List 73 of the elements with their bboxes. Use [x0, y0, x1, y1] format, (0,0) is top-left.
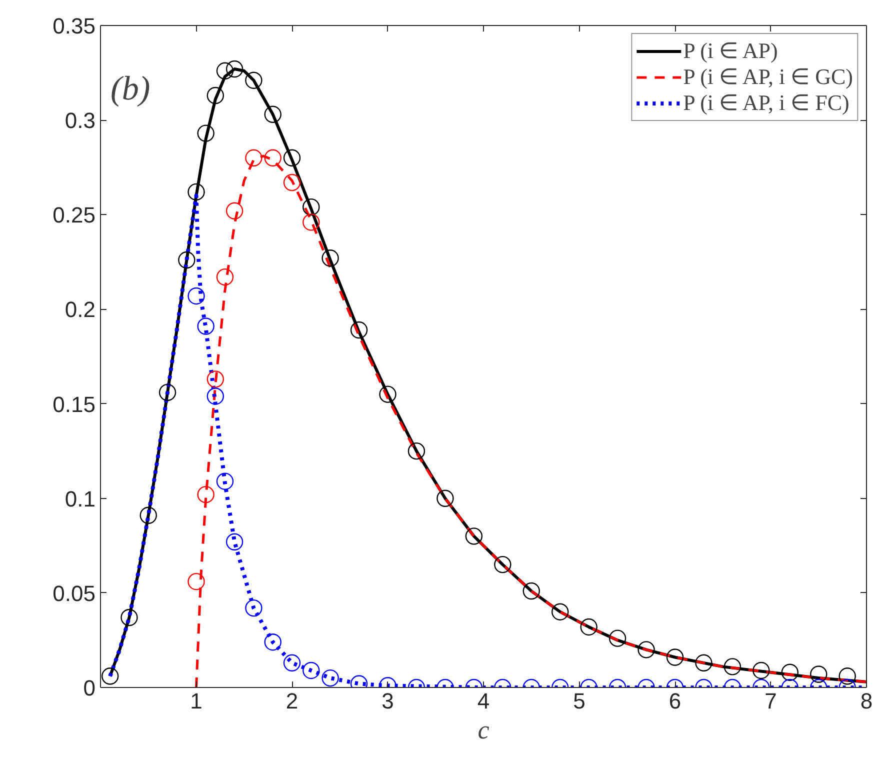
- legend-label: P (i ∈ AP, i ∈ GC): [683, 64, 853, 90]
- point: [264, 149, 282, 166]
- point: [283, 654, 301, 672]
- point: [810, 666, 828, 683]
- y-tick-label: 0.3: [64, 108, 96, 134]
- point: [552, 603, 569, 620]
- legend-label: P (i ∈ AP): [683, 38, 778, 64]
- point: [216, 62, 234, 80]
- y-tick-label: 0: [83, 676, 96, 700]
- point: [522, 582, 540, 600]
- point: [781, 664, 798, 681]
- point: [666, 648, 684, 666]
- point: [216, 268, 234, 286]
- point: [197, 318, 214, 335]
- point: [226, 202, 244, 220]
- annotation: (b): [110, 70, 150, 108]
- point: [120, 608, 138, 626]
- y-tick-label: 0.2: [64, 297, 96, 322]
- x-tick-label: 4: [477, 688, 490, 714]
- point: [638, 641, 655, 658]
- point: [188, 572, 205, 590]
- point: [283, 174, 301, 192]
- point: [188, 287, 205, 305]
- x-axis-title: c: [478, 716, 490, 744]
- point: [188, 183, 205, 201]
- y-tick-label: 0.1: [64, 486, 96, 512]
- legend-label: P (i ∈ AP, i ∈ FC): [683, 90, 850, 116]
- point: [302, 214, 320, 231]
- x-tick-label: 6: [668, 688, 682, 714]
- point: [322, 669, 339, 687]
- point: [245, 72, 262, 89]
- y-tick-label: 0.05: [52, 580, 96, 606]
- point: [302, 198, 320, 216]
- point: [302, 662, 320, 680]
- point: [580, 618, 598, 636]
- point: [322, 250, 339, 267]
- point: [226, 60, 244, 78]
- point: [752, 662, 770, 680]
- x-tick-label: 7: [764, 688, 777, 714]
- point: [695, 654, 712, 672]
- x-tick-label: 8: [860, 688, 873, 714]
- point: [350, 321, 368, 339]
- point: [101, 668, 119, 685]
- point: [436, 490, 454, 507]
- point: [494, 556, 512, 574]
- point: [197, 124, 214, 142]
- point: [245, 149, 262, 166]
- point: [178, 251, 196, 269]
- point: [608, 630, 626, 647]
- point: [264, 634, 282, 651]
- point: [379, 386, 396, 403]
- point: [206, 86, 224, 104]
- point: [838, 668, 856, 685]
- point: [206, 370, 224, 388]
- point: [158, 384, 176, 402]
- x-tick-label: 5: [573, 688, 586, 714]
- x-tick-label: 2: [286, 688, 298, 714]
- point: [283, 149, 301, 166]
- x-tick-label: 3: [382, 688, 394, 714]
- point: [264, 106, 282, 123]
- x-tick-label: 1: [190, 688, 202, 714]
- point: [216, 472, 234, 490]
- point: [724, 658, 742, 676]
- point: [465, 528, 483, 545]
- point: [197, 486, 214, 504]
- y-tick-label: 0.15: [52, 392, 96, 417]
- point: [140, 506, 157, 524]
- y-tick-label: 0.35: [52, 14, 96, 38]
- point: [245, 599, 262, 617]
- point: [226, 533, 244, 550]
- point: [408, 442, 426, 460]
- y-tick-label: 0.25: [52, 202, 96, 228]
- point: [206, 388, 224, 405]
